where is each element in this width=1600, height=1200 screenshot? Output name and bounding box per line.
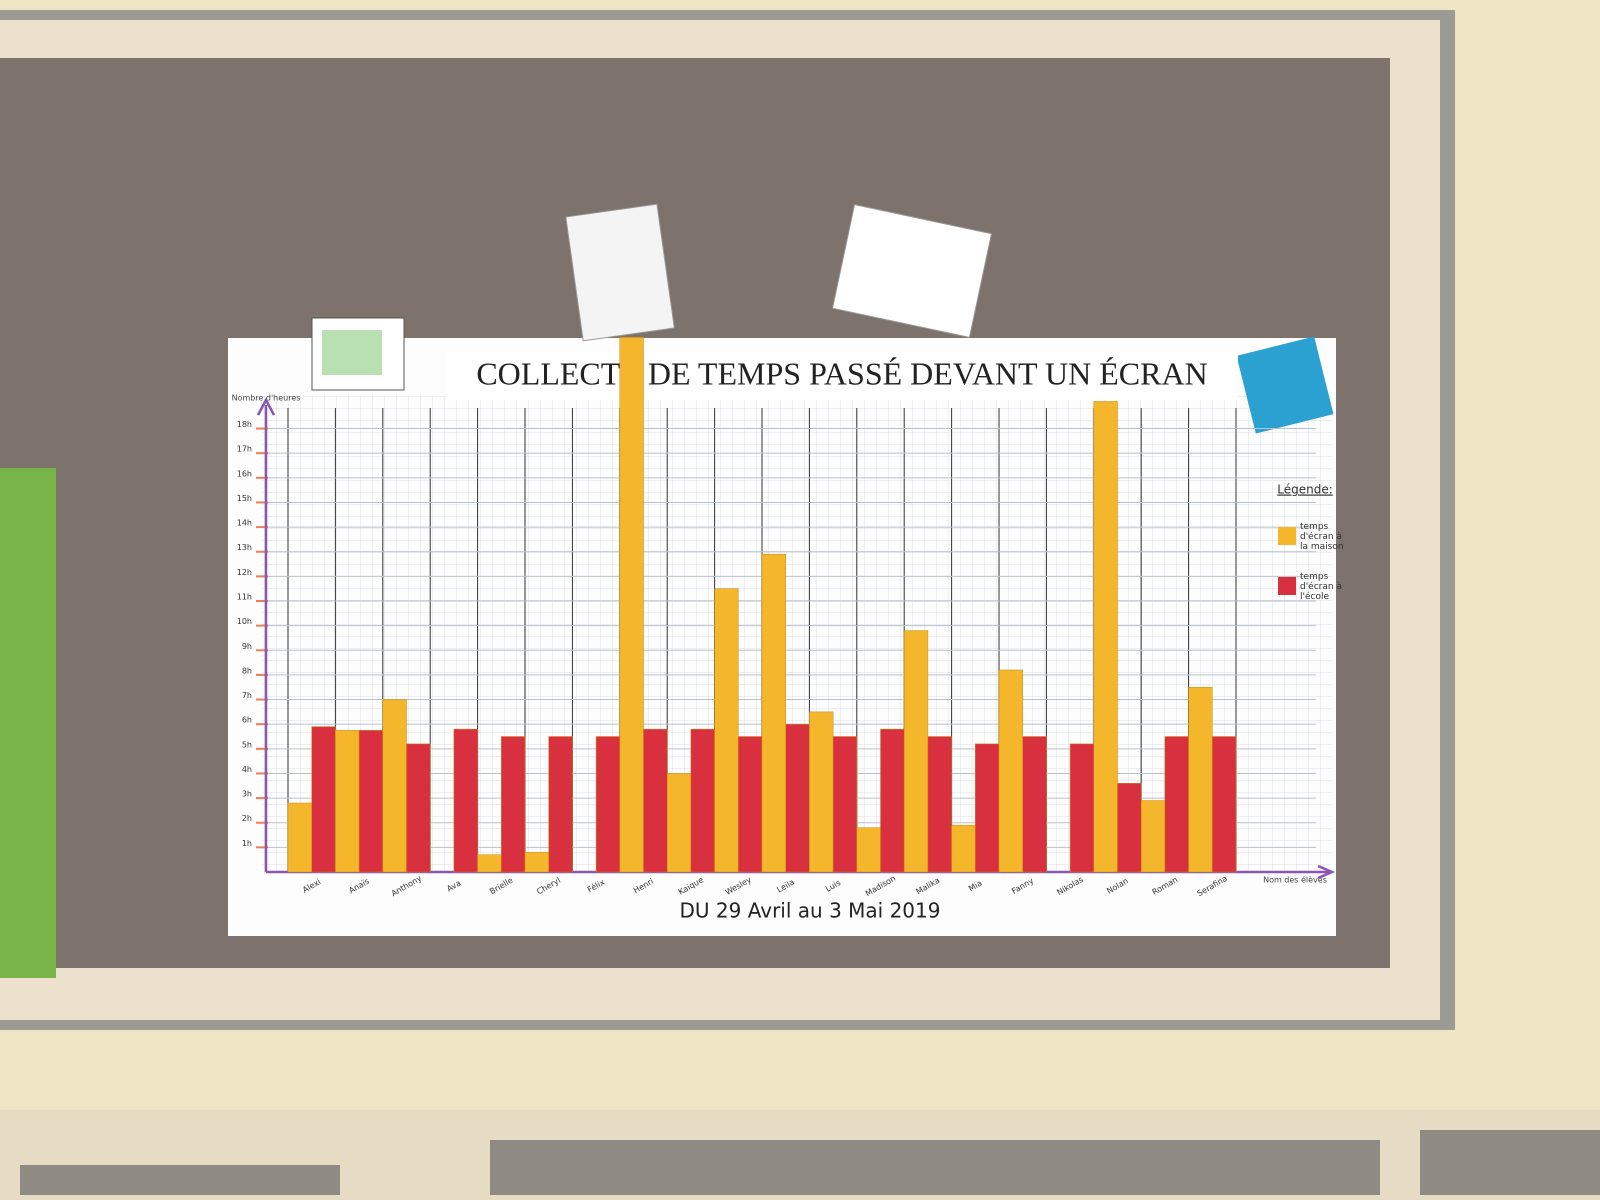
radiator-grill (1420, 1130, 1600, 1195)
chart-title: COLLECTE DE TEMPS PASSÉ DEVANT UN ÉCRAN (476, 355, 1207, 391)
bar (1164, 736, 1189, 873)
bar (1093, 401, 1118, 873)
bar (903, 630, 929, 873)
bar (832, 736, 858, 873)
y-tick-label: 9h (242, 642, 252, 651)
bar (856, 827, 881, 873)
y-tick-label: 7h (242, 691, 252, 700)
y-axis-arrow (256, 397, 276, 416)
computer-picture (831, 204, 993, 338)
bar (287, 802, 312, 873)
y-tick-label: 14h (237, 519, 252, 528)
bar (358, 730, 384, 873)
bar (785, 723, 810, 873)
poster (0, 468, 56, 978)
bar (501, 736, 526, 873)
bar (809, 711, 834, 873)
bar (998, 669, 1023, 873)
bar (1117, 783, 1142, 873)
y-tick-label: 4h (242, 765, 252, 774)
bar (406, 743, 431, 873)
bar (880, 728, 905, 873)
y-tick-label: 8h (242, 666, 252, 675)
bar (619, 337, 644, 873)
bar (595, 736, 621, 873)
bar (690, 728, 715, 873)
y-tick-label: 5h (242, 740, 252, 749)
legend-swatch (1278, 577, 1296, 595)
bar (714, 588, 739, 873)
y-tick-label: 16h (237, 469, 252, 478)
bar (524, 852, 549, 873)
bar (666, 773, 692, 873)
bar (1022, 736, 1047, 873)
chart-subtitle: DU 29 Avril au 3 Mai 2019 (680, 899, 941, 923)
bar (335, 730, 360, 873)
bar (1140, 800, 1166, 873)
legend-title: Légende: (1277, 483, 1333, 497)
y-tick-label: 15h (237, 494, 252, 503)
bar (927, 736, 952, 873)
y-tick-label: 10h (237, 617, 252, 626)
radiator-grill (20, 1165, 340, 1195)
x-axis-arrow (1317, 864, 1336, 880)
bar (1069, 743, 1095, 873)
bar (548, 736, 573, 873)
tv-screen (322, 330, 382, 375)
y-tick-label: 2h (242, 814, 252, 823)
y-tick-label: 18h (237, 420, 252, 429)
bar (738, 736, 763, 873)
y-tick-label: 3h (242, 790, 252, 799)
radiator-grill (490, 1140, 1380, 1195)
bar (951, 824, 976, 873)
y-tick-label: 1h (242, 839, 252, 848)
bar (761, 553, 786, 873)
x-axis-label: Nom des élèves (1263, 875, 1327, 885)
bar (975, 743, 1000, 873)
legend-swatch (1278, 527, 1296, 545)
y-tick-label: 11h (237, 593, 252, 602)
bar (477, 854, 502, 873)
bar (1188, 686, 1213, 873)
y-tick-label: 12h (237, 568, 252, 577)
bar (643, 728, 668, 873)
y-tick-label: 13h (237, 543, 252, 552)
legend-label: temps d'écran à la maison (1300, 522, 1344, 552)
y-tick-label: 6h (242, 716, 252, 725)
y-tick-label: 17h (237, 445, 252, 454)
bar (453, 728, 478, 873)
bar (1212, 736, 1237, 873)
legend-label: temps d'écran à l'école (1300, 572, 1342, 602)
phone-picture (1236, 336, 1334, 434)
bar (382, 699, 407, 873)
bar (311, 726, 336, 873)
title-strip (446, 352, 1238, 400)
robot-picture (565, 203, 675, 342)
